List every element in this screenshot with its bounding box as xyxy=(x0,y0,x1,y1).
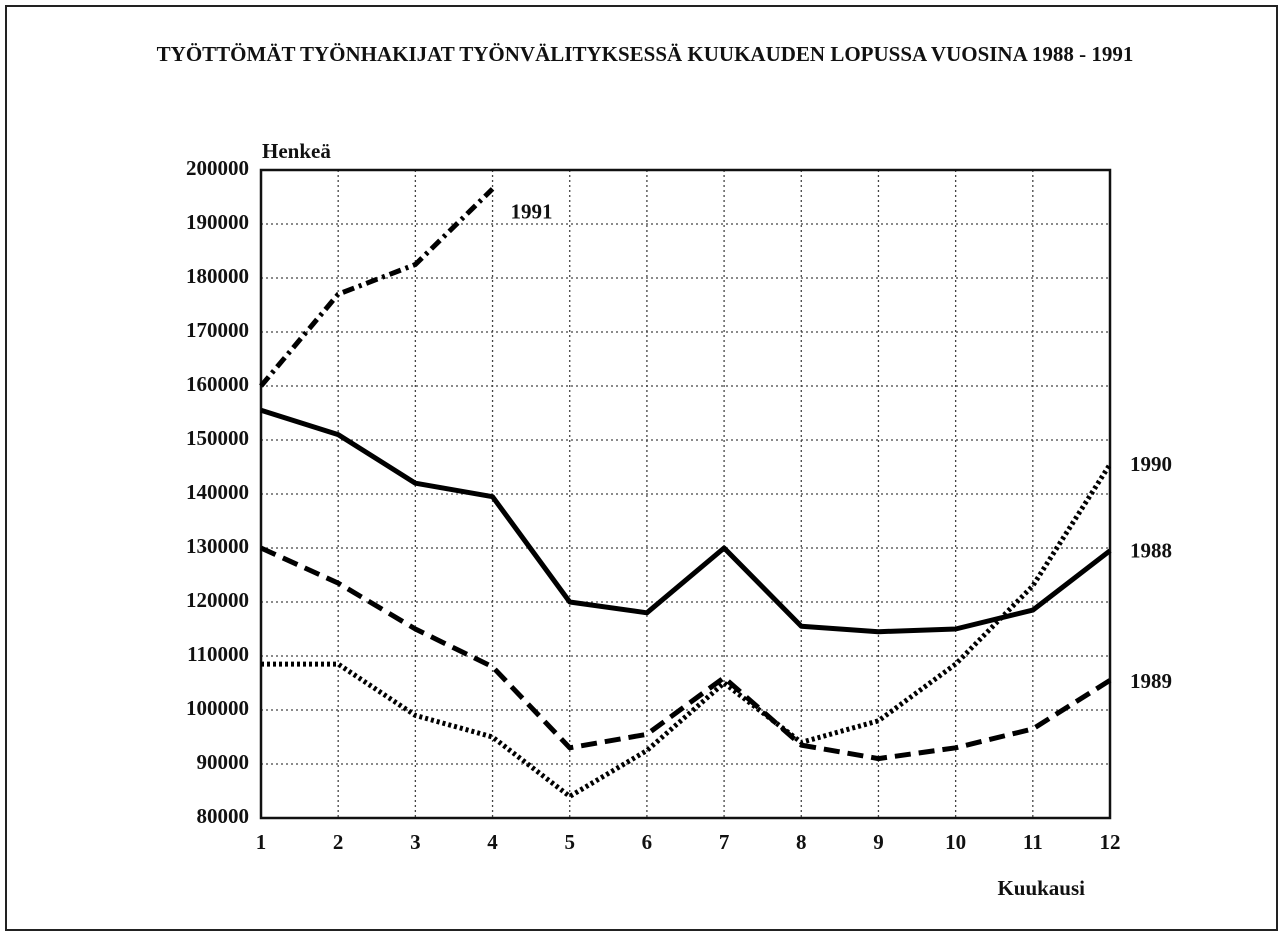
x-tick-label: 7 xyxy=(719,830,730,854)
y-tick-label: 190000 xyxy=(186,210,249,234)
x-tick-label: 9 xyxy=(873,830,884,854)
series-line xyxy=(259,187,495,388)
y-tick-label: 130000 xyxy=(186,534,249,558)
series-label: 1988 xyxy=(1130,539,1172,563)
x-axis-label: Kuukausi xyxy=(997,876,1085,900)
y-tick-label: 150000 xyxy=(186,426,249,450)
y-tick-label: 110000 xyxy=(187,642,249,666)
y-axis-label: Henkeä xyxy=(262,139,331,163)
y-tick-label: 160000 xyxy=(186,372,249,396)
series-line xyxy=(261,462,1113,799)
series-label: 1991 xyxy=(511,200,553,224)
x-tick-label: 4 xyxy=(487,830,498,854)
y-tick-label: 80000 xyxy=(197,804,250,828)
y-tick-label: 180000 xyxy=(186,264,249,288)
y-tick-label: 200000 xyxy=(186,156,249,180)
x-tick-label: 5 xyxy=(564,830,575,854)
y-tick-label: 100000 xyxy=(186,696,249,720)
y-tick-label: 140000 xyxy=(186,480,249,504)
y-tick-label: 120000 xyxy=(186,588,249,612)
series-line xyxy=(260,407,1112,635)
frame xyxy=(5,5,1278,931)
series-line xyxy=(259,545,1112,762)
x-tick-label: 12 xyxy=(1100,830,1121,854)
x-tick-label: 6 xyxy=(642,830,653,854)
plot-frame xyxy=(259,168,1112,820)
x-tick-label: 3 xyxy=(410,830,421,854)
x-tick-label: 2 xyxy=(333,830,344,854)
y-tick-label: 90000 xyxy=(197,750,250,774)
x-tick-label: 8 xyxy=(796,830,807,854)
series-label: 1989 xyxy=(1130,669,1172,693)
chart-title: TYÖTTÖMÄT TYÖNHAKIJAT TYÖNVÄLITYKSESSÄ K… xyxy=(157,42,1134,66)
x-tick-label: 1 xyxy=(256,830,267,854)
series-label: 1990 xyxy=(1130,452,1172,476)
x-tick-label: 10 xyxy=(945,830,966,854)
x-tick-label: 11 xyxy=(1023,830,1043,854)
y-tick-label: 170000 xyxy=(186,318,249,342)
